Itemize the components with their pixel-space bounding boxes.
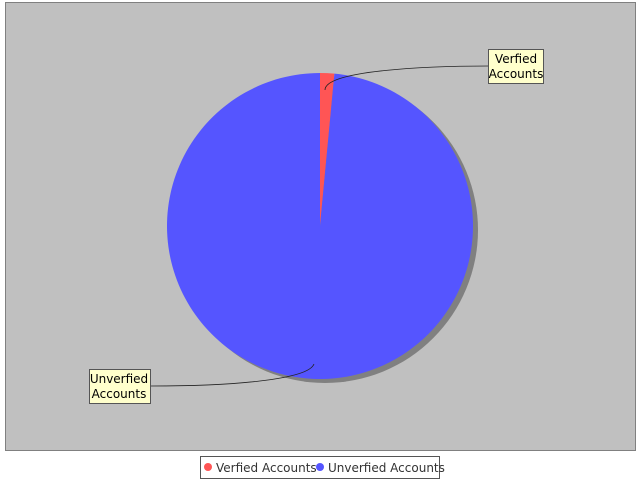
pie-label-verified-line2: Accounts [489,67,544,81]
label-connector-verified [324,65,490,91]
pie-label-unverified-box [89,369,151,404]
label-connector-unverified [150,363,315,387]
pie-label-unverified-line1: Unverfied [90,372,148,386]
pie-label-verified: Verfied Accounts [488,49,544,84]
legend-swatch-unverified [316,463,324,471]
legend-label-verified: Verfied Accounts [216,461,317,475]
pie-label-unverified: Unverfied Accounts [89,369,151,404]
pie-label-unverified-line2: Accounts [92,387,147,401]
legend: Verfied Accounts Unverfied Accounts [200,456,445,479]
pie-slices [166,73,474,379]
pie-slice-verified [320,73,335,226]
legend-swatch-verified [204,463,212,471]
pie-label-verified-box [488,49,544,84]
legend-label-unverified: Unverfied Accounts [328,461,445,475]
pie-slice-unverified [166,73,474,379]
pie-label-verified-line1: Verfied [495,52,537,66]
